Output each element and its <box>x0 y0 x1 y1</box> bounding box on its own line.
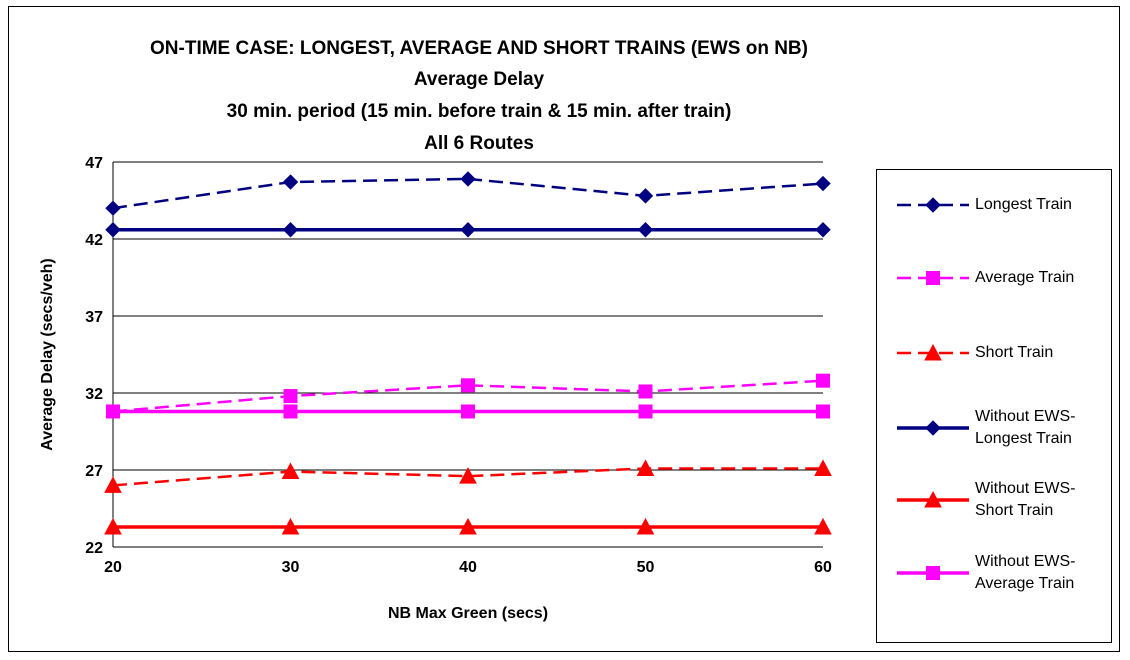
legend-item: Longest Train <box>877 180 1113 230</box>
data-point <box>460 171 476 187</box>
legend-marker <box>925 197 941 213</box>
x-tick-label: 20 <box>104 559 122 576</box>
data-point <box>104 517 122 535</box>
legend-label: Average Train <box>975 267 1074 289</box>
y-tick-label: 47 <box>85 155 103 172</box>
y-axis-label: Average Delay (secs/veh) <box>39 258 56 450</box>
chart-title: ON-TIME CASE: LONGEST, AVERAGE AND SHORT… <box>150 38 808 59</box>
legend-label-line: Without EWS- <box>975 480 1076 497</box>
data-point <box>638 384 653 399</box>
data-point <box>281 462 300 480</box>
legend-label-line: Short Train <box>975 344 1054 361</box>
legend-label-line: Average Train <box>975 269 1075 286</box>
y-tick-label: 27 <box>85 463 103 480</box>
data-point <box>636 517 655 535</box>
chart-subtitle-1: Average Delay <box>413 69 545 90</box>
legend-label-line: Short Train <box>975 502 1054 519</box>
legend-item: Without EWS- Average Train <box>877 548 1113 598</box>
data-point <box>637 222 654 238</box>
data-point <box>816 404 830 419</box>
legend-label: Without EWS- Average Train <box>975 551 1075 595</box>
data-point <box>104 476 122 493</box>
series-line <box>112 177 824 210</box>
y-tick-label: 32 <box>85 386 103 403</box>
x-tick-label: 60 <box>814 559 832 576</box>
legend-symbol <box>897 271 969 285</box>
x-tick-label: 30 <box>282 559 300 576</box>
data-point <box>459 517 477 535</box>
data-point <box>815 222 831 238</box>
legend-symbol <box>897 420 969 436</box>
legend-symbol <box>897 343 969 361</box>
data-point <box>283 404 298 419</box>
data-point <box>283 389 298 404</box>
legend-marker <box>925 420 941 436</box>
data-point <box>815 175 831 192</box>
data-point <box>636 459 655 476</box>
legend-label-line: Longest Train <box>975 196 1072 213</box>
legend-label-line: Without EWS- <box>975 408 1076 425</box>
legend-label: Without EWS- Longest Train <box>975 406 1075 450</box>
y-tick-label: 37 <box>85 309 103 326</box>
chart-subtitle-3: All 6 Routes <box>424 133 534 154</box>
legend-item: Average Train <box>877 253 1113 303</box>
legend-label: Longest Train <box>975 194 1072 216</box>
legend-symbol <box>897 490 969 508</box>
y-tick-label: 22 <box>85 540 103 557</box>
chart-legend: Longest Train Average Train Short Train Wit… <box>876 169 1112 643</box>
legend-symbol <box>897 197 969 213</box>
data-point <box>637 188 654 204</box>
series-line <box>112 467 823 487</box>
data-point <box>638 404 653 419</box>
legend-item: Without EWS- Longest Train <box>877 403 1113 453</box>
series-1 <box>105 171 831 216</box>
series-6 <box>106 404 830 419</box>
x-tick-label: 40 <box>459 559 477 576</box>
data-point <box>461 378 475 393</box>
legend-marker <box>924 343 942 361</box>
data-point <box>105 200 121 216</box>
series-3 <box>104 459 832 493</box>
legend-label: Without EWS- Short Train <box>975 478 1075 522</box>
legend-marker <box>924 490 942 508</box>
data-point <box>814 517 832 535</box>
data-point <box>461 404 475 419</box>
data-point <box>814 459 832 476</box>
legend-label-line: Longest Train <box>975 430 1072 447</box>
legend-label-line: Average Train <box>975 575 1075 592</box>
legend-item: Short Train <box>877 328 1113 378</box>
data-point <box>105 222 121 238</box>
legend-label: Short Train <box>975 342 1053 364</box>
series-line <box>112 379 824 413</box>
data-point <box>282 222 299 238</box>
data-point <box>460 222 476 238</box>
data-point <box>281 517 300 535</box>
x-tick-label: 50 <box>637 559 655 576</box>
legend-marker <box>926 566 940 580</box>
data-point <box>459 467 477 484</box>
legend-symbol <box>897 566 969 580</box>
y-tick-label: 42 <box>85 232 103 249</box>
x-axis-label: NB Max Green (secs) <box>388 605 548 622</box>
legend-marker <box>926 271 940 285</box>
chart-subtitle-2: 30 min. period (15 min. before train & 1… <box>226 101 732 122</box>
data-point <box>816 373 830 388</box>
data-point <box>106 404 120 419</box>
data-point <box>282 174 299 190</box>
series-5 <box>104 517 832 535</box>
legend-label-line: Without EWS- <box>975 553 1076 570</box>
series-4 <box>105 222 831 238</box>
legend-item: Without EWS- Short Train <box>877 475 1113 525</box>
